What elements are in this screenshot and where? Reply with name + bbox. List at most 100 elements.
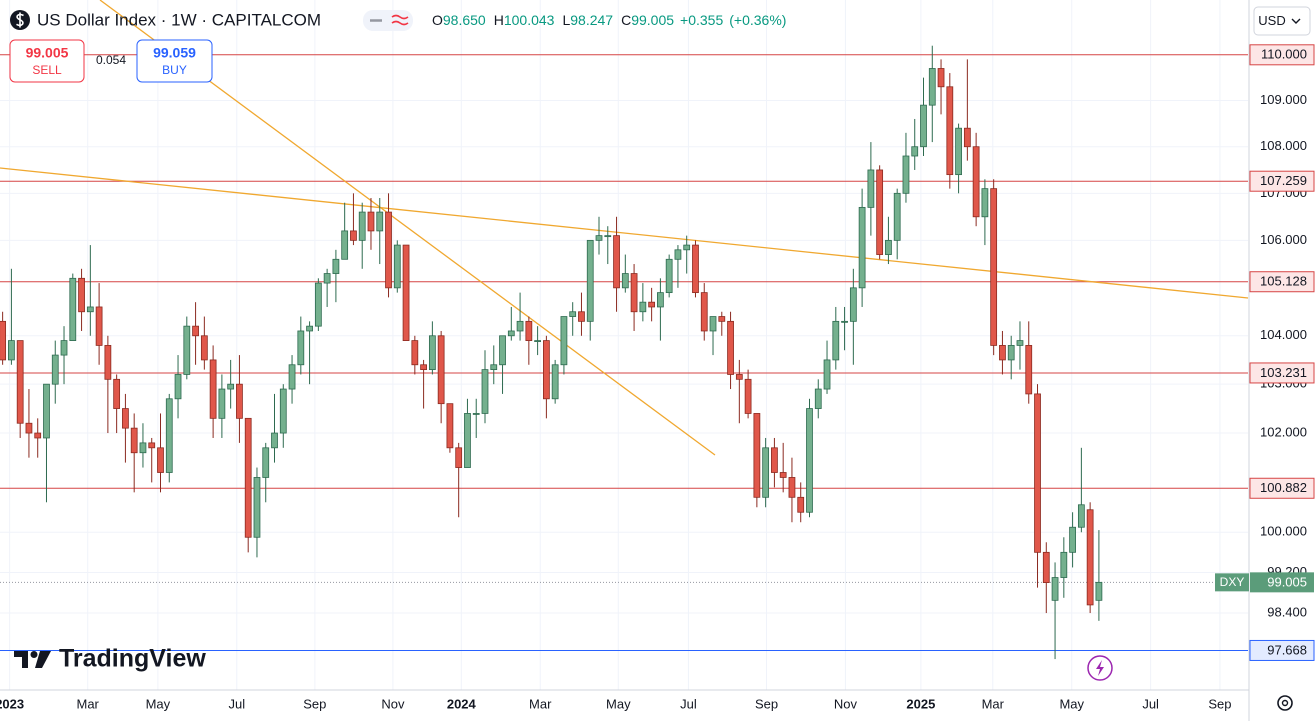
logo: TradingView (14, 645, 206, 673)
candle-body (279, 388, 287, 434)
candle-body (551, 364, 559, 400)
candle-body (306, 325, 313, 332)
candle-body (385, 211, 392, 289)
legend-key: H (494, 12, 504, 28)
x-tick-label: Sep (303, 696, 326, 711)
settings-icon[interactable] (1277, 695, 1293, 711)
y-tick-label: 106.000 (1260, 232, 1307, 247)
flash-glyph (1096, 660, 1104, 676)
candle-body (51, 354, 59, 385)
candle-body (297, 330, 305, 366)
candle-body (157, 447, 164, 473)
candle-body (718, 316, 726, 322)
candle-body (1016, 340, 1024, 346)
candle-body (341, 230, 349, 260)
candle-body (744, 378, 752, 414)
level-tag-label: 110.000 (1261, 47, 1307, 62)
candle-body (578, 311, 585, 322)
ohlc-legend: O98.650 H100.043 L98.247 C99.005 +0.355 (+0.3… (432, 12, 786, 28)
buy-button[interactable] (136, 39, 213, 83)
x-tick-label: Nov (381, 696, 405, 711)
candle-body (43, 383, 50, 439)
candle-body (832, 320, 840, 361)
x-tick-label: Jul (1142, 696, 1159, 711)
logo-mark (14, 651, 28, 668)
flash-icon[interactable] (1087, 655, 1113, 681)
candle-body (244, 417, 252, 538)
candle-body (946, 86, 954, 176)
candle-body (165, 398, 173, 473)
candle-body (762, 447, 770, 498)
candle-body (639, 301, 647, 313)
candle-body (665, 258, 673, 294)
indicator-toggle[interactable] (363, 10, 413, 31)
candle-body (218, 388, 226, 419)
candle-body (999, 345, 1006, 361)
candle-body (481, 369, 489, 414)
candle-body (981, 188, 989, 218)
candle-body (1077, 504, 1085, 528)
candle-body (227, 383, 235, 390)
candle-body (78, 277, 85, 313)
candle-body (700, 292, 708, 332)
candle-body (1025, 345, 1033, 395)
candle-body (1086, 509, 1094, 606)
legend-value: 100.043 (504, 12, 555, 28)
candle-body (130, 427, 138, 454)
candle-body (262, 447, 270, 478)
level-tag (1249, 477, 1315, 499)
spread: 0.054 (96, 53, 126, 67)
candle-body (253, 477, 261, 538)
last-price-label: 99.005 (1267, 574, 1307, 589)
candle-body (200, 335, 208, 361)
x-tick-label: 2025 (906, 696, 935, 711)
candle-body (885, 239, 892, 255)
candle-body (25, 422, 33, 434)
candle-body (902, 155, 910, 194)
candle-body (455, 447, 463, 468)
logo-text: TradingView (59, 645, 206, 673)
candle-body (472, 413, 480, 415)
toggle-icon (391, 14, 409, 26)
buy-label: BUY (162, 63, 187, 77)
candle-body (613, 235, 620, 289)
candle-body (393, 244, 401, 289)
level-tag (1249, 362, 1315, 384)
candle-body (490, 364, 498, 371)
candle-body (104, 345, 112, 380)
candle-body (911, 146, 919, 157)
candle-body (69, 277, 77, 341)
candle-body (323, 273, 331, 284)
gear (1277, 695, 1293, 711)
candle-body (1007, 345, 1015, 361)
currency: USD (1258, 13, 1285, 28)
candle-body (753, 413, 761, 498)
candle-body (358, 211, 366, 241)
candle-body (376, 211, 384, 232)
candle-body (534, 340, 541, 342)
candle-body (621, 273, 629, 289)
level-tag (1249, 271, 1315, 293)
candle-body (402, 244, 410, 341)
legend-key: O (432, 12, 443, 28)
candle-body (779, 472, 787, 478)
x-tick-label: Mar (77, 696, 100, 711)
candle-body (446, 403, 454, 449)
candle-body (648, 301, 656, 308)
legend-key: L (562, 12, 570, 28)
candle-body (990, 188, 998, 346)
candle-body (569, 311, 577, 317)
candle-body (437, 335, 445, 405)
candle-body (963, 127, 971, 148)
currency-button[interactable] (1253, 6, 1311, 36)
candle-body (604, 235, 612, 238)
candle-body (86, 306, 94, 313)
x-tick-label: Nov (834, 696, 858, 711)
candles (0, 45, 1103, 660)
price-axis-bg (1249, 0, 1315, 721)
legend-value: 99.005 (631, 12, 674, 28)
candle-body (727, 320, 734, 375)
y-tick-label: 102.000 (1260, 424, 1307, 439)
candle-body (271, 432, 278, 449)
sell-button[interactable] (9, 39, 85, 83)
